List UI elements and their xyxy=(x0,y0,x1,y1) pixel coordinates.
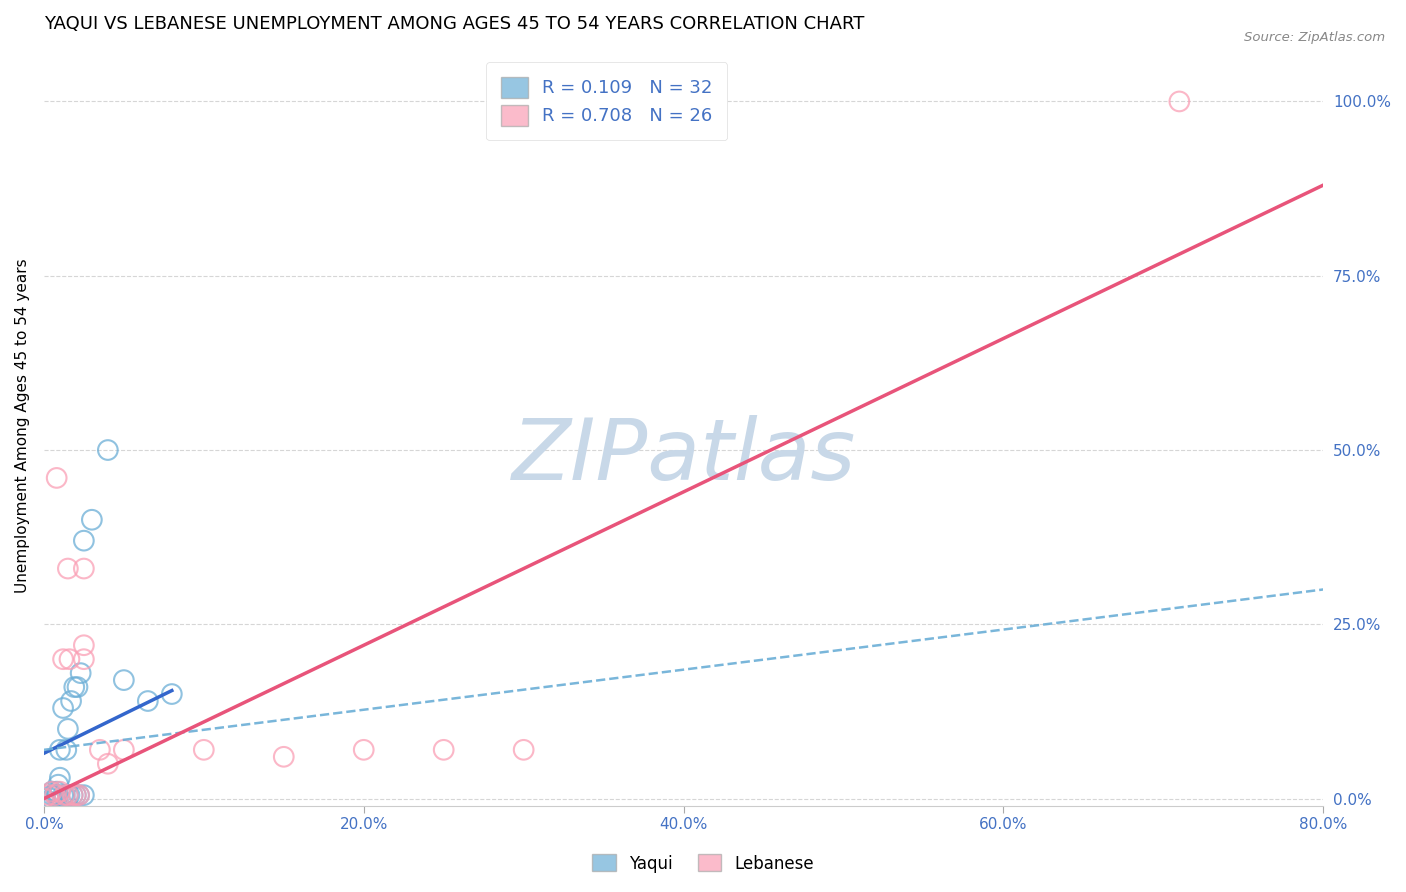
Point xyxy=(56,788,79,802)
Point xyxy=(32,791,55,805)
Point xyxy=(67,788,90,802)
Point xyxy=(41,788,63,802)
Point xyxy=(97,443,120,458)
Point xyxy=(60,694,83,708)
Point xyxy=(67,788,90,802)
Point xyxy=(45,471,67,485)
Point xyxy=(65,788,87,802)
Point xyxy=(65,788,87,802)
Point xyxy=(56,788,79,802)
Point xyxy=(44,788,66,802)
Point xyxy=(160,687,183,701)
Point xyxy=(62,788,84,802)
Point xyxy=(49,771,72,785)
Point xyxy=(45,785,67,799)
Point xyxy=(46,788,69,802)
Point xyxy=(89,743,111,757)
Point xyxy=(52,652,75,666)
Point xyxy=(80,513,103,527)
Legend: R = 0.109   N = 32, R = 0.708   N = 26: R = 0.109 N = 32, R = 0.708 N = 26 xyxy=(486,62,727,140)
Point xyxy=(112,673,135,687)
Point xyxy=(56,561,79,575)
Point xyxy=(73,638,96,652)
Text: YAQUI VS LEBANESE UNEMPLOYMENT AMONG AGES 45 TO 54 YEARS CORRELATION CHART: YAQUI VS LEBANESE UNEMPLOYMENT AMONG AGE… xyxy=(44,15,865,33)
Point xyxy=(53,788,76,802)
Point xyxy=(49,785,72,799)
Point xyxy=(44,788,66,802)
Point xyxy=(73,788,96,802)
Point xyxy=(53,788,76,802)
Text: Source: ZipAtlas.com: Source: ZipAtlas.com xyxy=(1244,31,1385,45)
Point xyxy=(55,743,77,757)
Point xyxy=(58,652,80,666)
Point xyxy=(46,778,69,792)
Point xyxy=(63,680,86,694)
Point xyxy=(41,785,63,799)
Point xyxy=(66,680,89,694)
Legend: Yaqui, Lebanese: Yaqui, Lebanese xyxy=(585,847,821,880)
Point xyxy=(1168,95,1191,109)
Point xyxy=(62,788,84,802)
Point xyxy=(56,722,79,736)
Point xyxy=(52,701,75,715)
Point xyxy=(41,785,63,799)
Point xyxy=(38,788,60,802)
Point xyxy=(49,743,72,757)
Point xyxy=(97,756,120,771)
Point xyxy=(193,743,215,757)
Point xyxy=(353,743,375,757)
Point xyxy=(73,652,96,666)
Point xyxy=(136,694,159,708)
Point xyxy=(52,788,75,802)
Text: ZIPatlas: ZIPatlas xyxy=(512,415,856,498)
Point xyxy=(273,749,295,764)
Point xyxy=(112,743,135,757)
Point xyxy=(433,743,456,757)
Point xyxy=(512,743,534,757)
Point xyxy=(69,666,91,681)
Point xyxy=(73,533,96,548)
Point xyxy=(45,788,67,802)
Point xyxy=(41,791,63,805)
Point xyxy=(58,788,80,802)
Point xyxy=(73,561,96,575)
Y-axis label: Unemployment Among Ages 45 to 54 years: Unemployment Among Ages 45 to 54 years xyxy=(15,259,30,593)
Point xyxy=(32,791,55,805)
